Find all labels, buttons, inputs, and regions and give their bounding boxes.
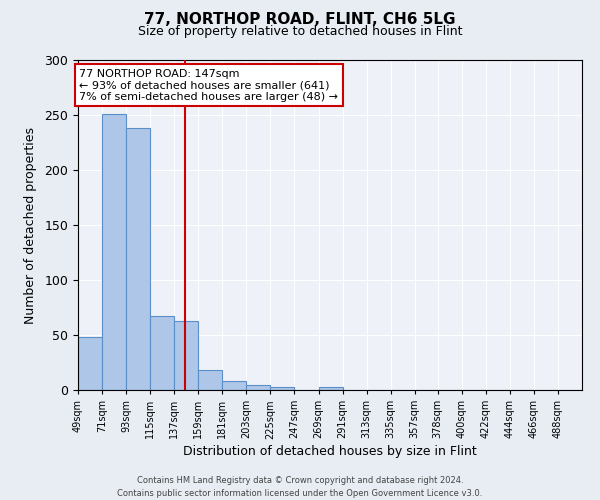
Bar xyxy=(319,386,343,390)
Bar xyxy=(271,386,295,390)
Bar xyxy=(126,128,150,390)
X-axis label: Distribution of detached houses by size in Flint: Distribution of detached houses by size … xyxy=(183,446,477,458)
Text: 77, NORTHOP ROAD, FLINT, CH6 5LG: 77, NORTHOP ROAD, FLINT, CH6 5LG xyxy=(144,12,456,28)
Text: 77 NORTHOP ROAD: 147sqm
← 93% of detached houses are smaller (641)
7% of semi-de: 77 NORTHOP ROAD: 147sqm ← 93% of detache… xyxy=(79,69,338,102)
Bar xyxy=(198,370,223,390)
Y-axis label: Number of detached properties: Number of detached properties xyxy=(25,126,37,324)
Bar xyxy=(150,316,174,390)
Bar xyxy=(247,384,271,390)
Bar xyxy=(78,337,102,390)
Text: Size of property relative to detached houses in Flint: Size of property relative to detached ho… xyxy=(138,25,462,38)
Bar xyxy=(174,320,198,390)
Text: Contains HM Land Registry data © Crown copyright and database right 2024.
Contai: Contains HM Land Registry data © Crown c… xyxy=(118,476,482,498)
Bar xyxy=(223,381,247,390)
Bar xyxy=(102,114,126,390)
